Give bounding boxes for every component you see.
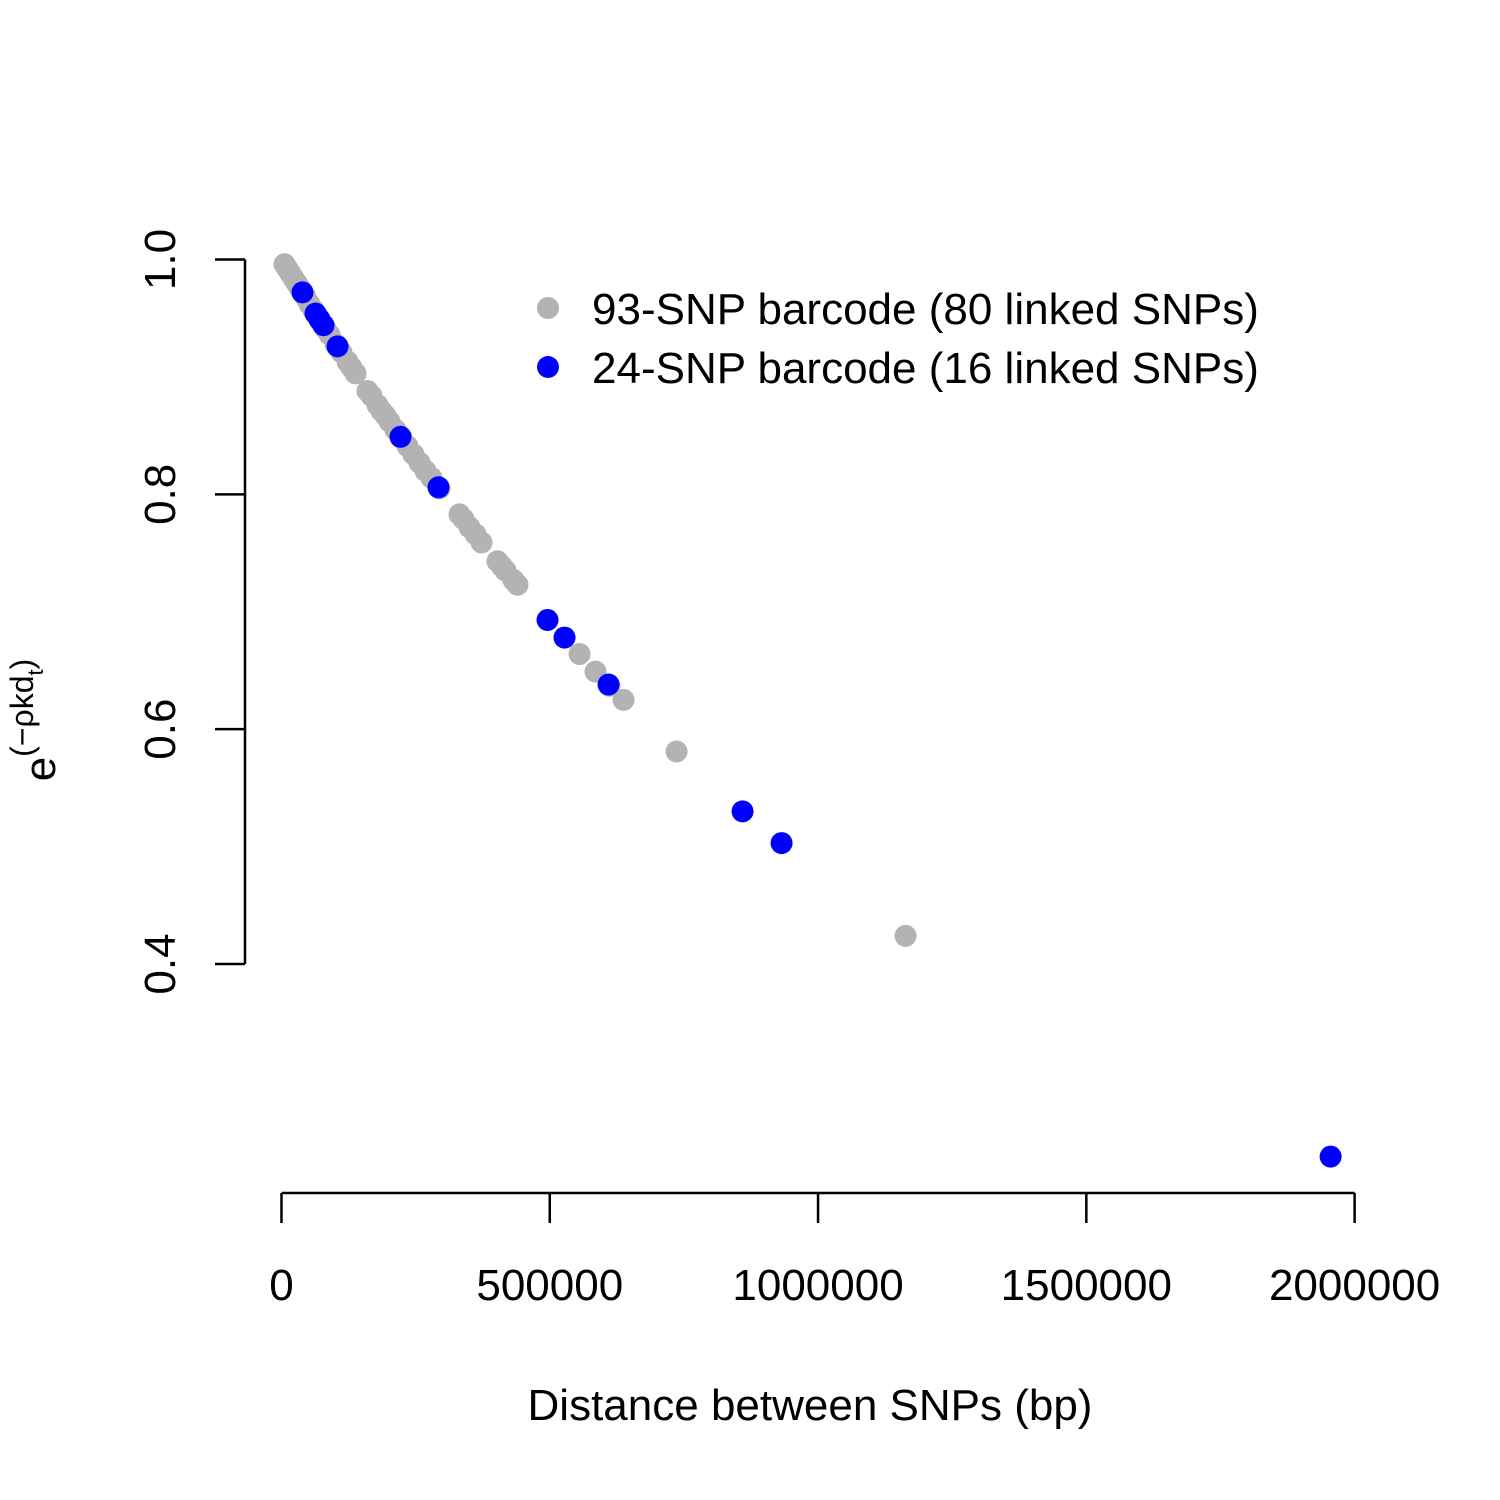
point <box>427 476 450 499</box>
x-tick-label: 0 <box>269 1261 293 1310</box>
legend-label: 93-SNP barcode (80 linked SNPs) <box>592 285 1259 334</box>
y-tick-label: 0.6 <box>136 699 185 760</box>
legend-label: 24-SNP barcode (16 linked SNPs) <box>592 344 1259 393</box>
point <box>312 314 335 337</box>
point <box>612 688 635 711</box>
point <box>1319 1145 1342 1168</box>
point <box>506 573 529 596</box>
point <box>665 740 688 763</box>
y-title-close: ) <box>4 659 40 670</box>
point <box>389 425 412 448</box>
x-tick-label: 1000000 <box>732 1261 903 1310</box>
point <box>291 281 314 304</box>
y-tick-label: 1.0 <box>136 229 185 290</box>
point <box>731 800 754 823</box>
point <box>568 643 591 666</box>
x-tick-label: 500000 <box>476 1261 623 1310</box>
y-tick-label: 0.4 <box>136 933 185 994</box>
point <box>894 924 917 947</box>
y-title-subscript: t <box>23 669 48 675</box>
y-axis-title: e(−ρkdt) <box>4 659 65 782</box>
x-axis-title: Distance between SNPs (bp) <box>528 1381 1093 1430</box>
point <box>536 608 559 631</box>
y-title-exponent: (−ρkd <box>4 675 40 756</box>
y-title-base: e <box>16 757 65 781</box>
point <box>470 531 493 554</box>
x-tick-label: 1500000 <box>1001 1261 1172 1310</box>
point <box>770 832 793 855</box>
point <box>597 673 620 696</box>
legend-marker <box>537 297 559 319</box>
y-tick-label: 0.8 <box>136 464 185 525</box>
point <box>326 335 349 358</box>
legend-marker <box>537 356 559 378</box>
point <box>553 626 576 649</box>
x-tick-label: 2000000 <box>1269 1261 1440 1310</box>
point <box>344 362 367 385</box>
